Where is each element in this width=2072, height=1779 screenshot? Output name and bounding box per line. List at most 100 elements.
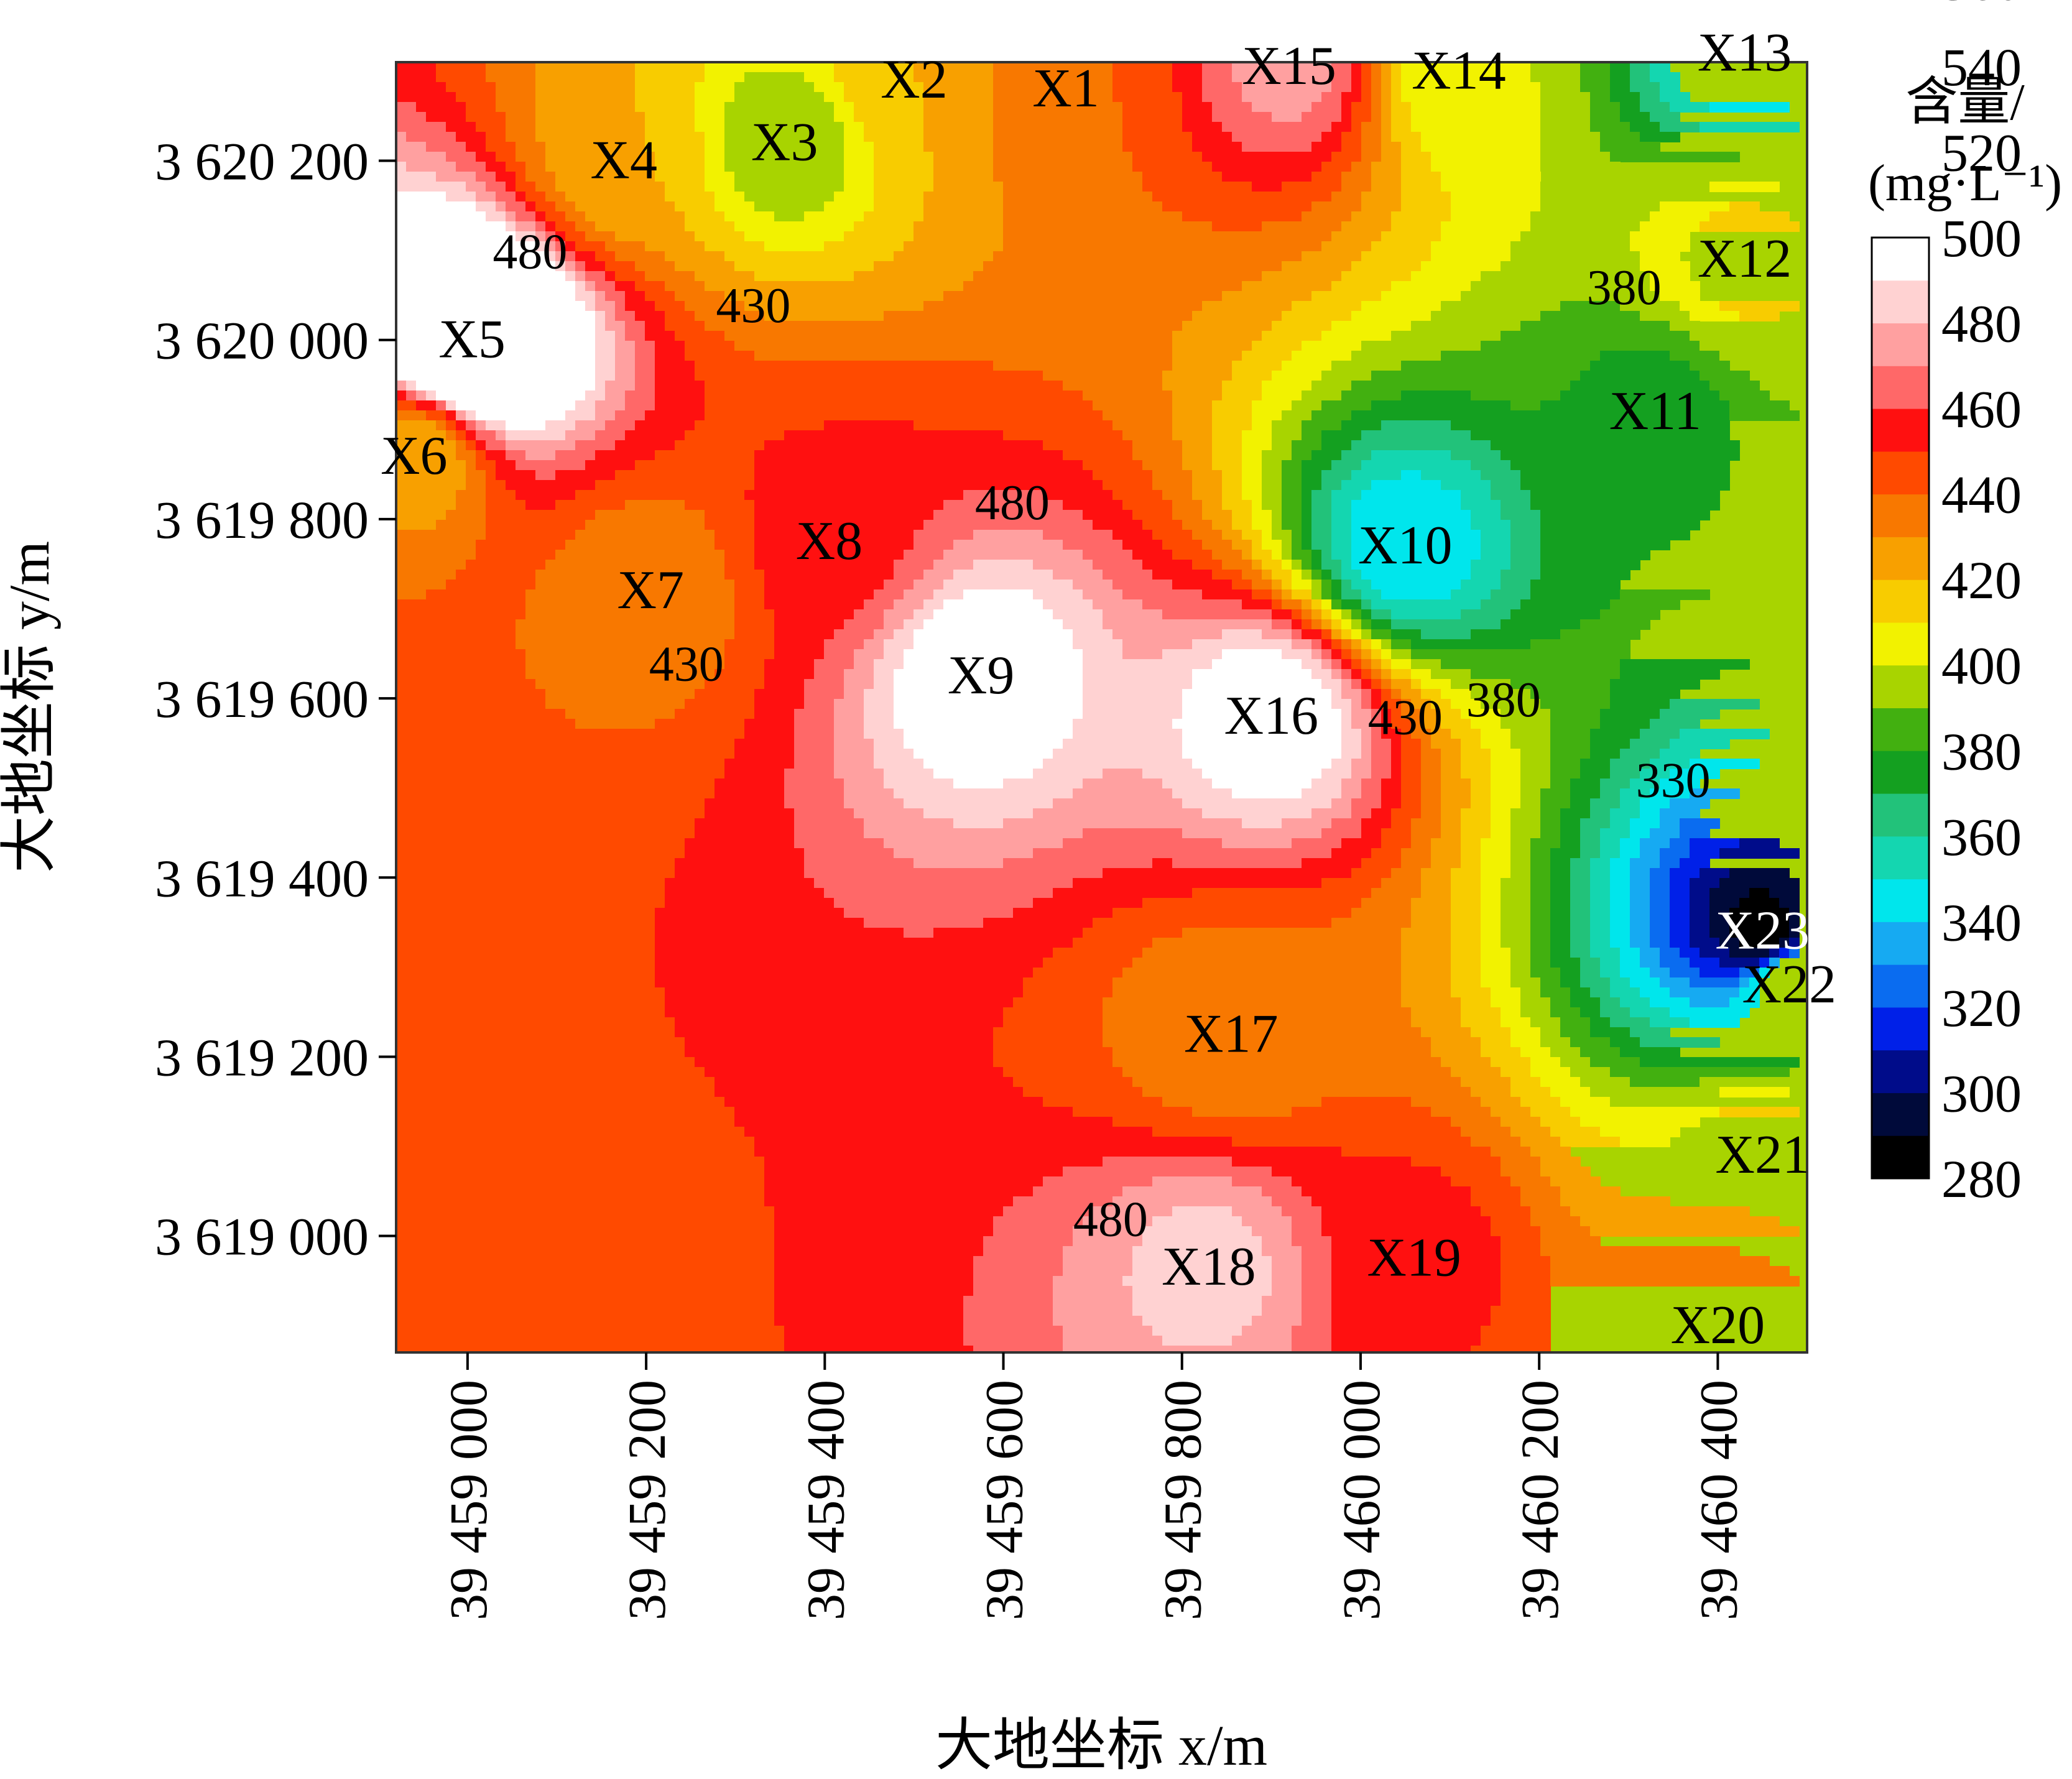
contour-fill-cell: [904, 928, 934, 938]
contour-fill-cell: [1471, 788, 1491, 799]
contour-fill-cell: [1590, 112, 1621, 122]
contour-fill-cell: [864, 211, 924, 222]
contour-fill-cell: [396, 400, 417, 411]
contour-fill-cell: [1321, 480, 1342, 491]
contour-fill-cell: [1610, 1067, 1790, 1078]
contour-fill-cell: [1401, 142, 1422, 152]
contour-fill-cell: [615, 311, 636, 321]
contour-fill-cell: [1331, 122, 1352, 132]
contour-fill-cell: [1501, 500, 1531, 511]
contour-fill-cell: [1550, 1087, 1591, 1097]
contour-fill-cell: [1491, 1306, 1551, 1316]
contour-fill-cell: [1441, 351, 1601, 361]
contour-fill-cell: [516, 619, 735, 630]
contour-fill-cell: [1212, 420, 1252, 431]
contour-fill-cell: [1043, 371, 1163, 381]
contour-fill-cell: [1540, 540, 1670, 550]
contour-fill-cell: [1411, 729, 1431, 739]
contour-fill-cell: [864, 818, 954, 829]
contour-fill-cell: [1361, 430, 1471, 441]
contour-fill-cell: [1112, 908, 1352, 918]
contour-fill-cell: [1132, 1286, 1272, 1296]
contour-fill-cell: [1520, 1047, 1551, 1058]
contour-fill-cell: [1003, 192, 1153, 202]
contour-fill-cell: [1132, 152, 1203, 162]
contour-fill-cell: [1421, 798, 1441, 809]
contour-fill-cell: [1381, 291, 1461, 302]
contour-fill-cell: [1411, 649, 1630, 660]
contour-fill-cell: [1311, 649, 1322, 660]
contour-fill-cell: [1103, 1037, 1431, 1048]
contour-fill-cell: [396, 1256, 775, 1267]
contour-fill-cell: [1122, 639, 1193, 650]
contour-fill-cell: [764, 669, 815, 680]
contour-fill-cell: [1391, 62, 1402, 73]
contour-fill-cell: [1391, 122, 1412, 132]
contour-fill-cell: [824, 420, 914, 431]
contour-fill-cell: [1481, 540, 1511, 550]
contour-fill-cell: [595, 221, 685, 232]
contour-fill-cell: [1411, 321, 1521, 331]
contour-fill-cell: [1361, 749, 1372, 759]
contour-fill-cell: [1172, 550, 1213, 560]
contour-fill-cell: [1690, 331, 1720, 341]
contour-fill-cell: [486, 182, 506, 192]
contour-fill-cell: [705, 381, 1063, 391]
colorbar-tick-label: 520: [1941, 122, 2022, 182]
contour-fill-cell: [695, 361, 994, 371]
contour-fill-cell: [1550, 1256, 1770, 1267]
contour-fill-cell: [1282, 1206, 1322, 1217]
y-tick-label: 3 620 200: [155, 132, 369, 192]
contour-fill-cell: [1182, 440, 1213, 451]
contour-fill-cell: [1361, 629, 1372, 640]
contour-fill-cell: [1192, 888, 1372, 899]
contour-fill-cell: [1202, 62, 1233, 73]
contour-fill-cell: [884, 619, 904, 630]
contour-fill-cell: [1361, 649, 1372, 660]
contour-fill-cell: [575, 261, 586, 272]
contour-fill-cell: [1083, 699, 1183, 709]
contour-fill-cell: [655, 351, 685, 361]
contour-fill-cell: [1530, 580, 1621, 590]
contour-fill-cell: [595, 450, 655, 461]
contour-fill-cell: [1481, 739, 1511, 749]
contour-fill-cell: [1331, 1296, 1501, 1306]
colorbar-swatch: [1872, 1007, 1929, 1051]
contour-fill-cell: [1162, 609, 1272, 620]
contour-fill-cell: [1381, 112, 1392, 122]
contour-fill-cell: [486, 62, 536, 73]
contour-fill-cell: [545, 192, 566, 202]
contour-fill-cell: [933, 589, 964, 600]
contour-fill-cell: [1182, 828, 1322, 839]
contour-fill-cell: [1719, 958, 1760, 968]
contour-fill-cell: [1640, 1057, 1800, 1068]
contour-fill-cell: [1550, 709, 1601, 719]
contour-fill-cell: [1451, 888, 1481, 899]
contour-fill-cell: [1212, 570, 1242, 580]
contour-fill-cell: [1520, 470, 1730, 481]
contour-fill-cell: [466, 410, 476, 421]
contour-fill-cell: [1640, 251, 1680, 262]
contour-fill-cell: [1719, 1087, 1790, 1097]
contour-fill-cell: [1371, 659, 1382, 670]
contour-fill-cell: [1590, 878, 1611, 889]
contour-fill-cell: [1331, 1316, 1491, 1326]
contour-fill-cell: [1650, 759, 1690, 769]
contour-fill-cell: [1501, 1286, 1551, 1296]
contour-fill-cell: [734, 609, 775, 620]
contour-fill-cell: [1311, 142, 1342, 152]
contour-fill-cell: [665, 997, 1014, 1008]
contour-fill-cell: [1341, 112, 1352, 122]
contour-fill-cell: [1630, 928, 1650, 938]
contour-fill-cell: [904, 589, 934, 600]
contour-fill-cell: [1580, 977, 1611, 988]
contour-fill-cell: [1381, 838, 1412, 849]
contour-fill-cell: [545, 152, 655, 162]
contour-fill-cell: [1341, 629, 1352, 640]
contour-fill-cell: [1361, 490, 1461, 501]
contour-fill-cell: [1292, 351, 1352, 361]
contour-fill-cell: [535, 132, 645, 142]
contour-fill-cell: [396, 371, 596, 381]
contour-fill-cell: [585, 460, 636, 471]
contour-fill-cell: [1182, 460, 1213, 471]
